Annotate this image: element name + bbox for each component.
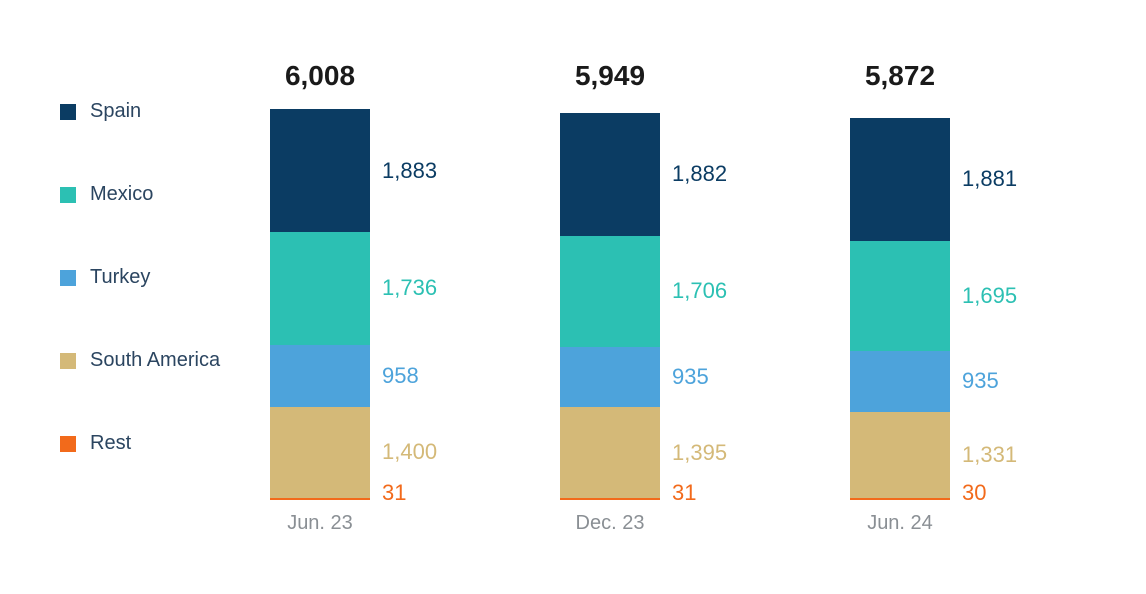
legend-label: Spain [90, 100, 141, 123]
bar-segment-label: 1,881 [962, 166, 1017, 192]
bar-segment-mexico: 1,736 [270, 232, 370, 345]
bar-segment-spain: 1,883 [270, 109, 370, 231]
bar-stack: 1,8831,7369581,40031 [270, 109, 370, 500]
legend-item-mexico: Mexico [60, 183, 220, 206]
bar-segment-spain: 1,881 [850, 118, 950, 240]
x-axis-label: Dec. 23 [550, 512, 670, 535]
bar-segment-label: 30 [962, 480, 986, 506]
bar-stack: 1,8821,7069351,39531 [560, 113, 660, 500]
bar-segment-south_america: 1,400 [270, 407, 370, 498]
stacked-bar-chart: Spain Mexico Turkey South America Rest 6,008… [0, 0, 1146, 594]
legend-swatch-south_america [60, 353, 76, 369]
bar-segment-label: 31 [382, 480, 406, 506]
legend-swatch-turkey [60, 270, 76, 286]
bar-segment-label: 935 [962, 368, 999, 394]
bar-segment-rest: 31 [270, 498, 370, 500]
legend: Spain Mexico Turkey South America Rest [60, 100, 220, 455]
x-axis-label: Jun. 24 [840, 512, 960, 535]
bar-segment-label: 1,695 [962, 283, 1017, 309]
legend-item-turkey: Turkey [60, 266, 220, 289]
x-axis-label: Jun. 23 [260, 512, 380, 535]
bar-segment-label: 1,706 [672, 278, 727, 304]
bar-segment-mexico: 1,695 [850, 241, 950, 351]
legend-label: Rest [90, 432, 131, 455]
legend-swatch-rest [60, 436, 76, 452]
bar-segment-label: 1,882 [672, 161, 727, 187]
bar-segment-spain: 1,882 [560, 113, 660, 235]
bar-segment-label: 1,883 [382, 158, 437, 184]
legend-item-spain: Spain [60, 100, 220, 123]
bar-segment-label: 958 [382, 363, 419, 389]
bar-segment-turkey: 958 [270, 345, 370, 407]
legend-label: Mexico [90, 183, 153, 206]
bar-segment-rest: 31 [560, 498, 660, 500]
bar-total: 5,949 [550, 60, 670, 92]
bar-group: 5,8721,8811,6959351,33130Jun. 24 [840, 60, 1100, 560]
bar-segment-rest: 30 [850, 498, 950, 500]
bar-segment-mexico: 1,706 [560, 236, 660, 347]
legend-swatch-mexico [60, 187, 76, 203]
legend-item-south_america: South America [60, 349, 220, 372]
bar-stack: 1,8811,6959351,33130 [850, 118, 950, 500]
bar-group: 5,9491,8821,7069351,39531Dec. 23 [550, 60, 810, 560]
bars-area: 6,0081,8831,7369581,40031Jun. 235,9491,8… [260, 0, 1120, 594]
bar-segment-label: 935 [672, 364, 709, 390]
bar-segment-turkey: 935 [850, 351, 950, 412]
legend-swatch-spain [60, 104, 76, 120]
bar-segment-label: 1,331 [962, 442, 1017, 468]
bar-group: 6,0081,8831,7369581,40031Jun. 23 [260, 60, 520, 560]
legend-label: Turkey [90, 266, 150, 289]
bar-segment-label: 1,736 [382, 275, 437, 301]
legend-item-rest: Rest [60, 432, 220, 455]
bar-total: 5,872 [840, 60, 960, 92]
bar-segment-label: 31 [672, 480, 696, 506]
bar-segment-south_america: 1,331 [850, 412, 950, 499]
legend-label: South America [90, 349, 220, 372]
bar-segment-label: 1,400 [382, 439, 437, 465]
bar-segment-south_america: 1,395 [560, 407, 660, 498]
bar-segment-label: 1,395 [672, 440, 727, 466]
bar-segment-turkey: 935 [560, 347, 660, 408]
bar-total: 6,008 [260, 60, 380, 92]
